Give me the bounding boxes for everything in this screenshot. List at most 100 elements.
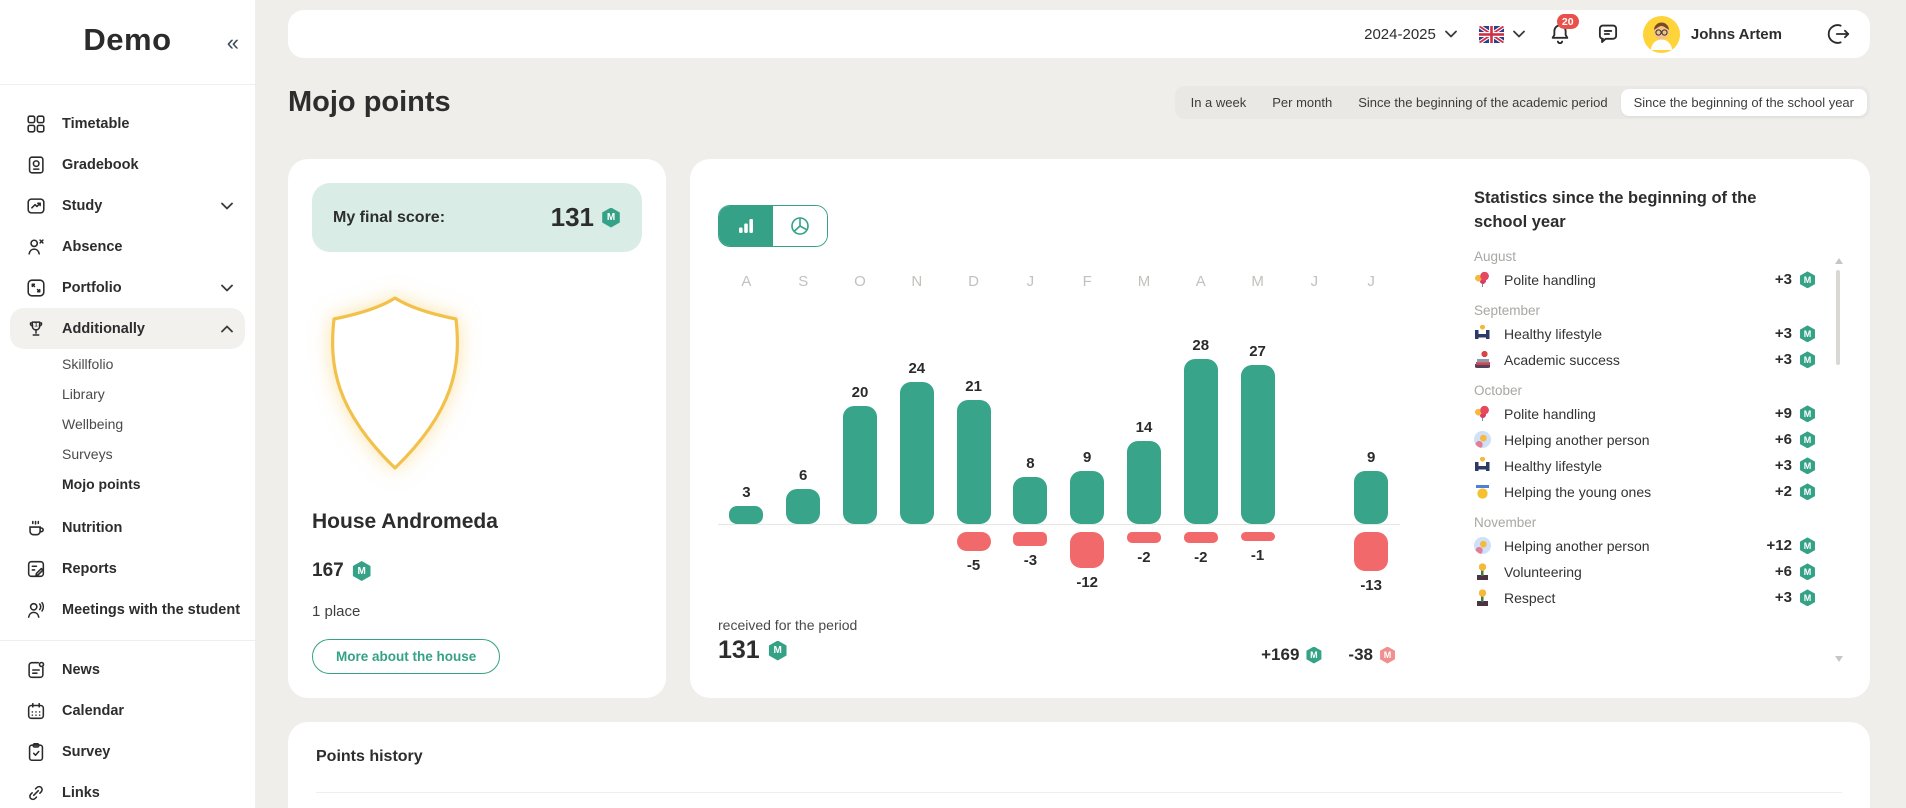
school-year-selector[interactable]: 2024-2025 xyxy=(1364,26,1457,43)
trophy-icon: 1 xyxy=(29,320,43,336)
mojo-badge-icon: M xyxy=(1800,483,1815,501)
received-for-period-label: received for the period xyxy=(718,617,858,633)
subitem-label: Surveys xyxy=(62,446,113,462)
bar-value-label: -3 xyxy=(1023,552,1038,569)
scroll-up-arrow-icon[interactable] xyxy=(1835,258,1843,264)
school-year-value: 2024-2025 xyxy=(1364,25,1436,43)
flower-icon xyxy=(1474,589,1491,607)
more-about-house-button[interactable]: More about the house xyxy=(312,639,501,674)
logout-icon xyxy=(1827,24,1850,44)
bar-value-label: 21 xyxy=(965,378,982,395)
stat-label: Healthy lifestyle xyxy=(1504,457,1603,474)
balloons-icon xyxy=(1474,271,1491,289)
sidebar-item-label: Portfolio xyxy=(62,279,122,296)
bar-value-label: -2 xyxy=(1194,549,1208,566)
month-letter: J xyxy=(1310,273,1319,290)
month-letter: J xyxy=(1367,273,1375,290)
app-logo: Demo xyxy=(83,22,172,57)
positive-bar xyxy=(1126,441,1161,524)
month-letter: N xyxy=(911,273,923,290)
sidebar-item-label: Reports xyxy=(62,560,117,577)
sidebar-item-news[interactable]: News xyxy=(0,649,255,690)
bar-value-label: 9 xyxy=(1366,449,1376,466)
positive-bar xyxy=(729,506,764,524)
stat-label: Helping the young ones xyxy=(1504,483,1652,500)
user-menu[interactable]: Johns Artem xyxy=(1642,15,1782,53)
sidebar-subitem-skillfolio[interactable]: Skillfolio xyxy=(0,349,255,379)
sidebar-item-reports[interactable]: Reports xyxy=(0,548,255,589)
positive-bar xyxy=(842,406,877,524)
bar-value-label: 3 xyxy=(742,484,751,501)
stat-label: Respect xyxy=(1504,589,1556,606)
stat-label: Academic success xyxy=(1504,351,1620,368)
points-history-card: Points history xyxy=(288,722,1870,808)
language-selector[interactable] xyxy=(1478,25,1525,43)
stat-row: Polite handling +9 M xyxy=(1474,401,1816,427)
sidebar-subitem-wellbeing[interactable]: Wellbeing xyxy=(0,409,255,439)
sidebar-subitem-surveys[interactable]: Surveys xyxy=(0,439,255,469)
stat-value: +2 xyxy=(1774,483,1792,501)
gradebook-icon xyxy=(28,155,44,174)
sidebar-item-timetable[interactable]: Timetable xyxy=(0,103,255,144)
divider xyxy=(0,640,255,641)
tab-in-a-week[interactable]: In a week xyxy=(1190,95,1247,110)
sidebar-item-portfolio[interactable]: Portfolio xyxy=(0,267,255,308)
stat-value: +9 xyxy=(1774,405,1792,423)
mojo-badge-icon: M xyxy=(1800,563,1815,581)
scrollbar-thumb[interactable] xyxy=(1836,270,1840,365)
bar-value-label: -12 xyxy=(1076,574,1099,591)
sidebar-item-additionally[interactable]: 1 Additionally xyxy=(10,308,245,349)
bar-value-label: 27 xyxy=(1249,343,1266,360)
bar-value-label: -5 xyxy=(966,557,981,574)
mojo-badge-icon: M xyxy=(1306,646,1322,664)
sidebar-item-gradebook[interactable]: Gradebook xyxy=(0,144,255,185)
flower-icon xyxy=(1474,563,1491,581)
tab-academic-period[interactable]: Since the beginning of the academic peri… xyxy=(1358,95,1608,110)
sidebar-item-meetings[interactable]: Meetings with the student xyxy=(0,589,255,630)
stat-row: Helping another person +6 M xyxy=(1474,427,1816,453)
sidebar-collapse-icon[interactable]: « xyxy=(226,30,239,55)
chart-positive-row: A 3 S 6 O 20 N 24 D 21 J 8 F 9 M 14 A 28 M 27 J J 9 xyxy=(718,273,1400,525)
points-gained-value: +169 xyxy=(1261,645,1300,664)
stat-row: Healthy lifestyle +3 M xyxy=(1474,453,1816,479)
sidebar-item-label: Gradebook xyxy=(62,156,139,173)
sidebar-item-nutrition[interactable]: Nutrition xyxy=(0,507,255,548)
final-score-label: My final score: xyxy=(333,208,446,226)
chevron-down-icon xyxy=(221,284,233,291)
month-letter: O xyxy=(854,273,866,290)
tab-per-month[interactable]: Per month xyxy=(1272,95,1333,110)
sidebar-item-label: Study xyxy=(62,197,103,214)
topbar: 2024-2025 20 xyxy=(288,10,1870,58)
negative-bar xyxy=(1013,532,1048,546)
sidebar-item-survey[interactable]: Survey xyxy=(0,731,255,772)
stat-value: +3 xyxy=(1774,457,1792,475)
scroll-down-arrow-icon[interactable] xyxy=(1835,656,1843,662)
bar-chart-toggle-button[interactable] xyxy=(719,206,773,246)
positive-bar xyxy=(956,400,991,524)
sidebar-item-calendar[interactable]: Calendar xyxy=(0,690,255,731)
sidebar-item-label: Additionally xyxy=(62,320,145,337)
statistics-title: Statistics since the beginning of the sc… xyxy=(1474,189,1757,231)
positive-bar xyxy=(899,382,934,524)
stat-value: +3 xyxy=(1774,589,1792,607)
mojo-badge-icon: M xyxy=(768,640,787,661)
sidebar-subitem-library[interactable]: Library xyxy=(0,379,255,409)
stat-label: Helping another person xyxy=(1504,537,1650,554)
stat-value: +3 xyxy=(1774,351,1792,369)
month-letter: A xyxy=(1195,273,1206,290)
bar-value-label: 24 xyxy=(908,360,926,377)
stat-value: +12 xyxy=(1766,537,1792,555)
mojo-badge-icon: M xyxy=(1800,589,1815,607)
sidebar: Demo « Timetable Gradebook Study Absence… xyxy=(0,0,255,808)
sidebar-subitem-mojo-points[interactable]: Mojo points xyxy=(0,469,255,499)
sidebar-item-links[interactable]: Links xyxy=(0,772,255,808)
logout-button[interactable] xyxy=(1826,21,1852,47)
pie-chart-toggle-button[interactable] xyxy=(773,206,827,246)
notifications-button[interactable]: 20 xyxy=(1547,14,1579,47)
messages-button[interactable] xyxy=(1595,21,1621,47)
tab-school-year[interactable]: Since the beginning of the school year xyxy=(1620,89,1867,116)
sidebar-item-absence[interactable]: Absence xyxy=(0,226,255,267)
sidebar-item-study[interactable]: Study xyxy=(0,185,255,226)
bar-chart-icon xyxy=(739,219,753,233)
negative-bar xyxy=(1070,532,1105,568)
